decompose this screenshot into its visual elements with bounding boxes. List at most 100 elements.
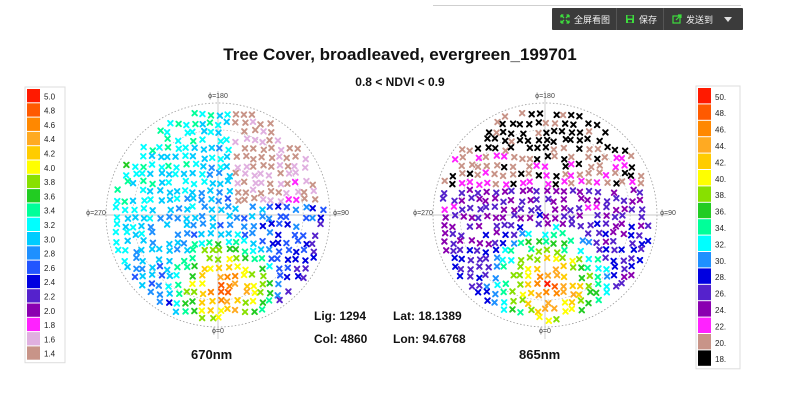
reflectance-point	[147, 170, 154, 178]
reflectance-point	[502, 280, 510, 287]
reflectance-point	[484, 179, 491, 187]
reflectance-point	[627, 152, 635, 160]
reflectance-point	[233, 214, 241, 221]
reflectance-point	[148, 280, 156, 287]
reflectance-point	[493, 228, 500, 236]
reflectance-point	[226, 245, 234, 253]
fullscreen-button[interactable]: 全屏看图	[552, 8, 616, 30]
reflectance-point	[216, 189, 223, 196]
reflectance-point	[131, 273, 139, 281]
band-label-670nm: 670nm	[191, 347, 233, 362]
reflectance-point	[223, 298, 231, 305]
reflectance-point	[560, 144, 568, 152]
reflectance-point	[173, 246, 181, 253]
reflectance-point	[576, 255, 583, 263]
reflectance-point	[223, 118, 230, 126]
reflectance-point	[249, 163, 257, 170]
reflectance-point	[441, 206, 448, 213]
band-label-865nm: 865nm	[519, 347, 561, 362]
reflectance-point	[265, 215, 273, 222]
reflectance-point	[250, 155, 257, 163]
reflectance-point	[291, 162, 298, 170]
reflectance-point	[584, 135, 591, 143]
reflectance-point	[232, 111, 240, 118]
reflectance-point	[482, 255, 490, 262]
reflectance-point	[619, 212, 626, 219]
reflectance-point	[536, 238, 543, 245]
reflectance-point	[148, 152, 156, 160]
reflectance-point	[224, 289, 232, 296]
reflectance-point	[550, 198, 557, 205]
reflectance-point	[544, 272, 552, 279]
reflectance-point	[149, 239, 157, 247]
reflectance-point	[216, 144, 223, 152]
legend-swatch	[698, 170, 711, 186]
reflectance-point	[577, 222, 584, 230]
reflectance-point	[184, 195, 191, 202]
reflectance-point	[509, 288, 516, 295]
reflectance-point	[191, 109, 198, 117]
reflectance-point	[533, 196, 540, 203]
reflectance-point	[602, 254, 609, 261]
reflectance-point	[568, 129, 576, 136]
reflectance-point	[259, 213, 266, 220]
reflectance-point	[268, 163, 275, 170]
reflectance-point	[526, 254, 534, 261]
reflectance-point	[267, 120, 274, 127]
legend-label: 28.	[715, 273, 726, 282]
reflectance-point	[241, 223, 248, 230]
reflectance-point	[293, 265, 301, 273]
reflectance-point	[467, 256, 475, 264]
reflectance-point	[302, 265, 309, 272]
reflectance-point	[485, 129, 493, 136]
reflectance-point	[217, 155, 224, 163]
legend-label: 2.4	[44, 278, 56, 287]
reflectance-point	[276, 220, 283, 227]
reflectance-point	[207, 288, 215, 296]
reflectance-point	[485, 240, 493, 248]
reflectance-point	[309, 214, 316, 222]
reflectance-point	[122, 247, 129, 254]
reflectance-point	[218, 281, 225, 289]
reflectance-point	[494, 162, 501, 169]
reflectance-point	[113, 214, 121, 221]
reflectance-point	[121, 257, 128, 265]
reflectance-point	[209, 222, 217, 230]
reflectance-point	[166, 240, 173, 248]
reflectance-point	[527, 196, 534, 204]
legend-swatch	[27, 117, 40, 131]
reflectance-point	[184, 206, 191, 213]
reflectance-point	[544, 220, 552, 227]
reflectance-point	[456, 272, 464, 280]
reflectance-point	[618, 279, 625, 287]
reflectance-point	[260, 128, 267, 135]
reflectance-point	[174, 137, 182, 145]
reflectance-point	[629, 240, 636, 247]
reflectance-point	[518, 109, 526, 117]
save-button[interactable]: 保存	[617, 8, 663, 30]
send-to-dropdown[interactable]	[719, 8, 737, 30]
reflectance-point	[121, 198, 128, 205]
legend-swatch	[698, 137, 711, 153]
reflectance-point	[568, 153, 575, 161]
reflectance-point	[141, 197, 148, 204]
reflectance-point	[560, 204, 568, 212]
reflectance-point	[500, 206, 508, 214]
reflectance-point	[567, 172, 575, 179]
reflectance-point	[293, 223, 300, 231]
reflectance-point	[206, 119, 214, 126]
send-to-button[interactable]: 发送到	[664, 8, 719, 30]
reflectance-point	[241, 248, 249, 255]
legend-label: 40.	[715, 175, 726, 184]
reflectance-point	[208, 154, 216, 162]
reflectance-point	[553, 255, 560, 263]
lig-value: Lig: 1294	[314, 309, 367, 323]
reflectance-point	[517, 281, 524, 288]
legend-swatch	[27, 103, 40, 117]
reflectance-point	[466, 170, 474, 177]
reflectance-point	[545, 195, 552, 203]
reflectance-point	[242, 170, 249, 177]
reflectance-point	[542, 213, 550, 220]
legend-swatch	[698, 268, 711, 284]
legend-label: 4.6	[44, 121, 56, 130]
